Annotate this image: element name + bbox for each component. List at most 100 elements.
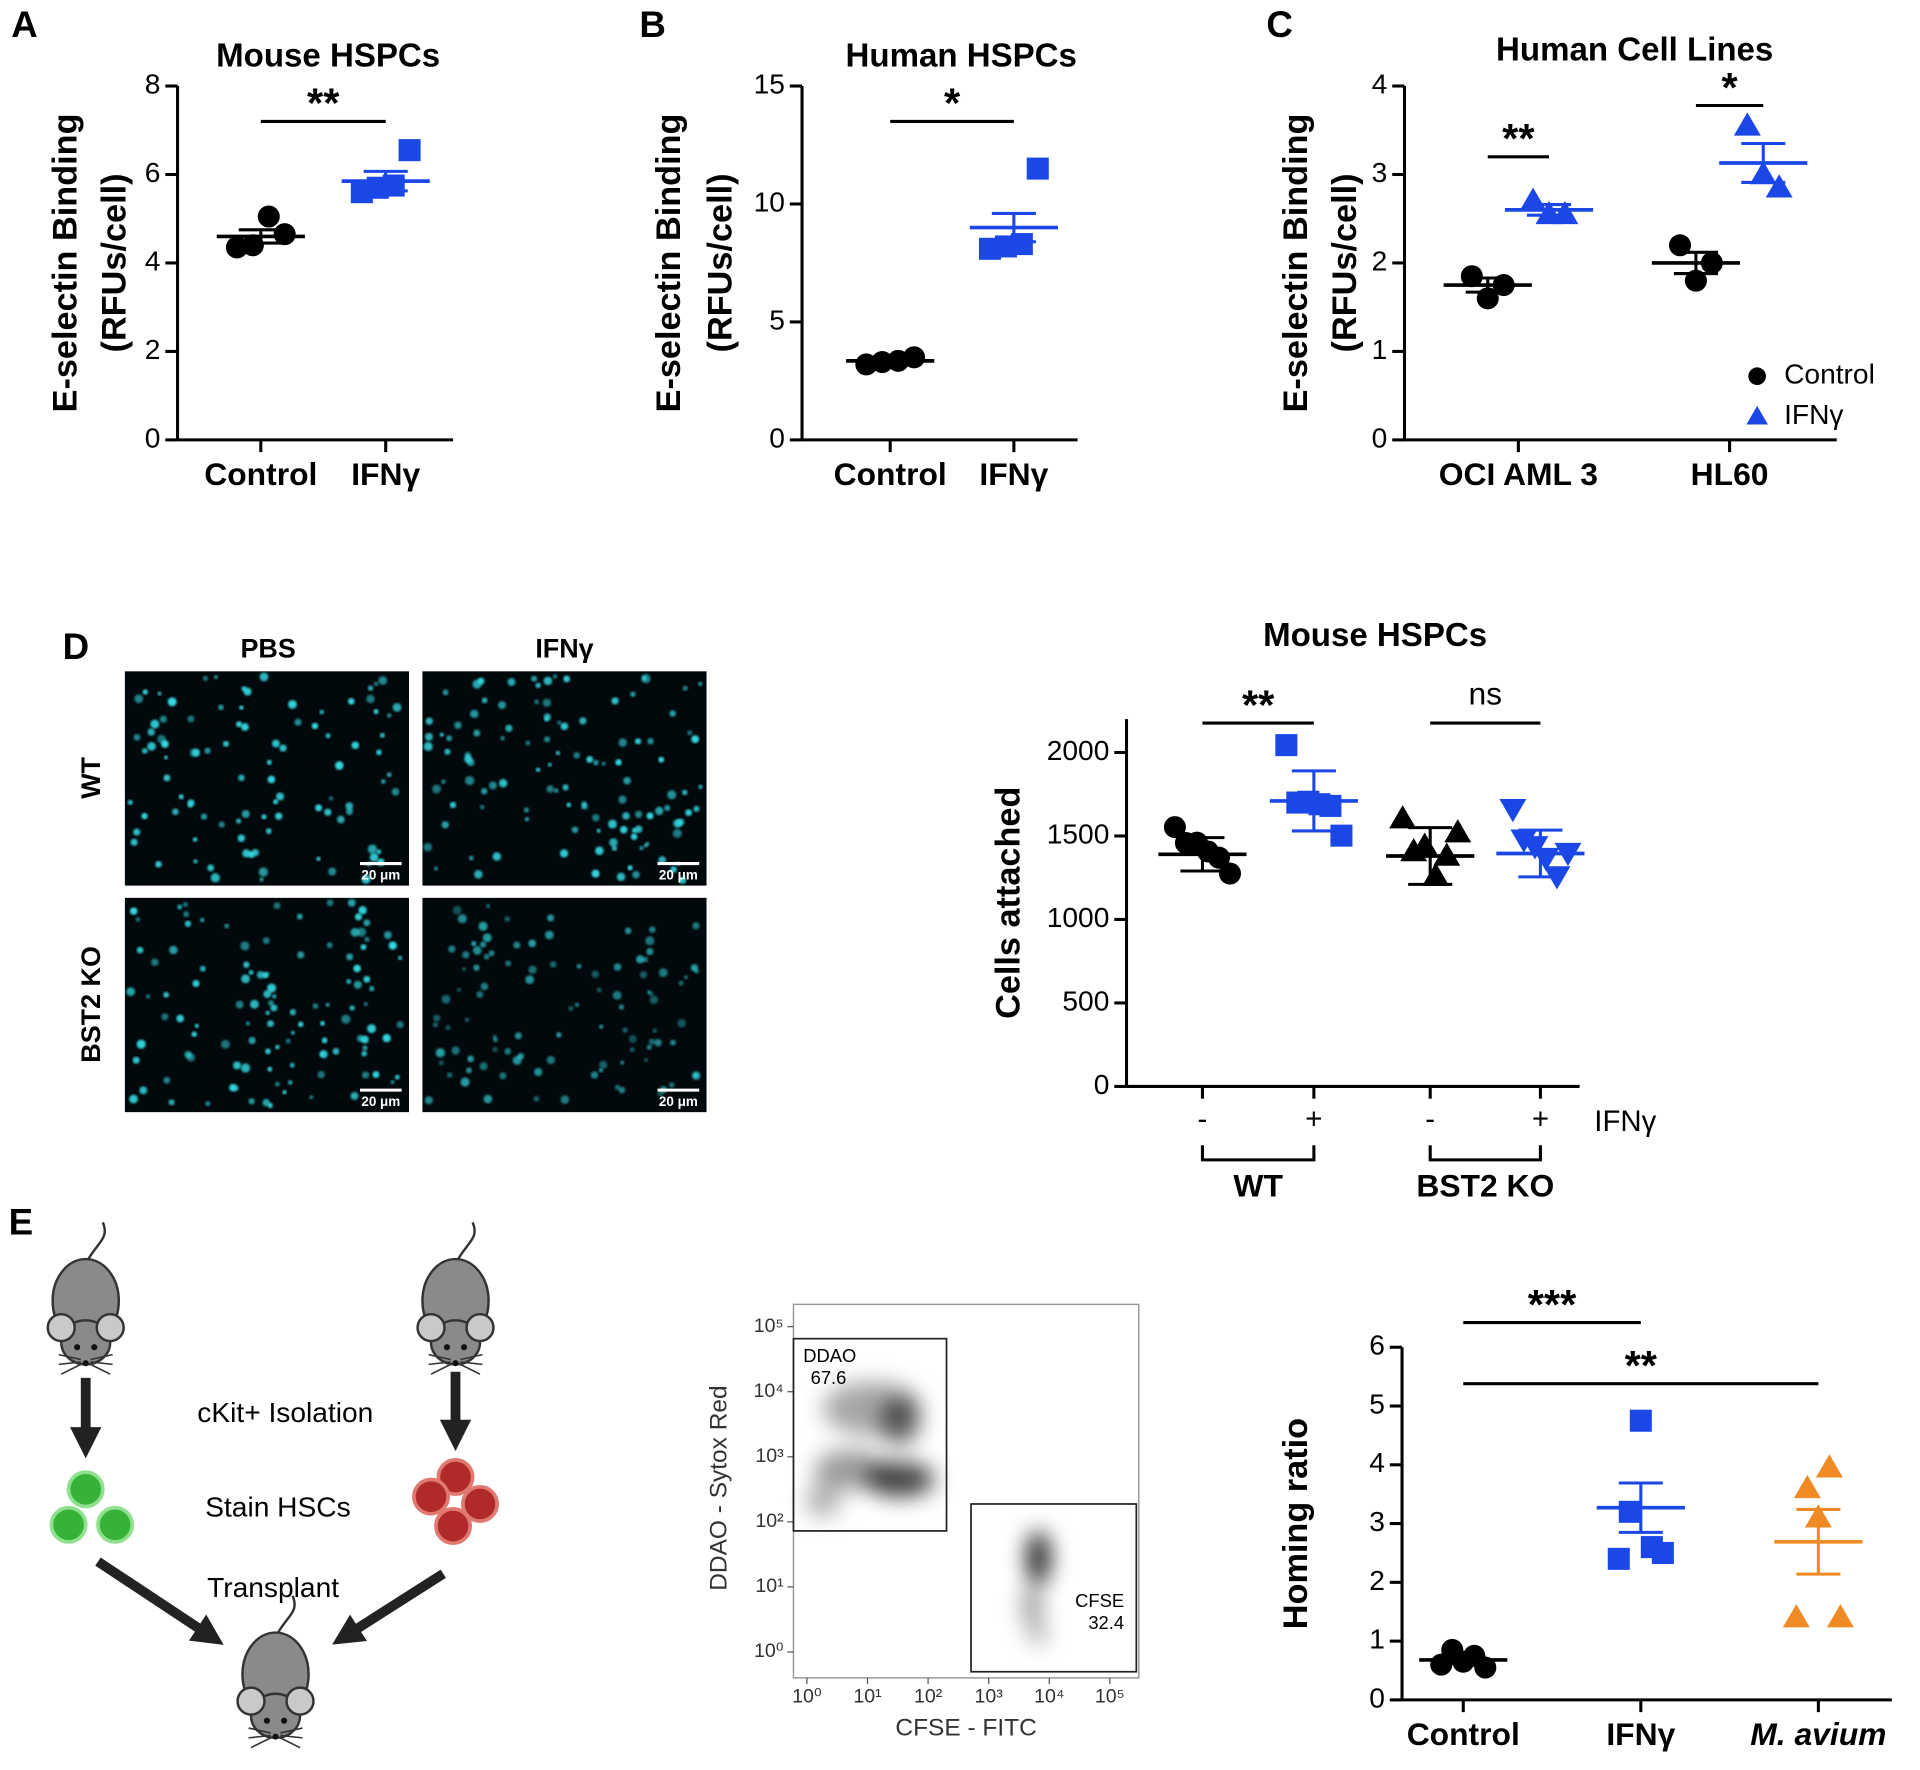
- cell-dot: [240, 941, 250, 951]
- y-tick-label: 6: [145, 157, 161, 188]
- cell-dot: [609, 838, 618, 847]
- cell-dot: [133, 828, 141, 836]
- y-tick-label: 6: [1369, 1330, 1385, 1361]
- cell-dot: [319, 1050, 328, 1059]
- cell-dot: [361, 1071, 370, 1079]
- cell-dot: [325, 733, 331, 739]
- micrograph: 20 μm: [124, 897, 409, 1113]
- cell-dot: [321, 1037, 328, 1044]
- cell-dot: [641, 675, 647, 681]
- cell-dot: [483, 953, 490, 960]
- cell-dot: [360, 944, 367, 951]
- cell-dot: [187, 799, 195, 807]
- point: [1389, 805, 1417, 829]
- gate: [792, 1337, 948, 1532]
- significance-label: **: [307, 80, 340, 127]
- cell-dot: [639, 845, 644, 851]
- error-bar: [1741, 141, 1786, 184]
- y-tick-label: 0: [1094, 1069, 1110, 1100]
- cell-dot: [482, 933, 492, 943]
- cell-dot: [192, 837, 198, 842]
- cell-dot: [448, 945, 456, 953]
- cell-dot: [192, 979, 200, 988]
- cell-dot: [287, 1080, 293, 1085]
- cell-dot: [354, 913, 363, 921]
- cell-dot: [275, 812, 283, 820]
- cell-dot: [630, 691, 636, 697]
- cell-dot: [326, 899, 334, 907]
- cell-dot: [454, 721, 462, 729]
- cell-dot: [424, 732, 433, 741]
- point: [1607, 1547, 1630, 1570]
- cell-dot: [590, 1071, 599, 1079]
- cell-dot: [328, 867, 337, 876]
- gate: [970, 1503, 1138, 1673]
- cell-dot: [622, 1027, 628, 1033]
- cell-dot: [595, 846, 604, 856]
- cell-dot: [199, 965, 206, 972]
- cell-dot: [468, 855, 474, 861]
- x-tick-label: WT: [1233, 1167, 1283, 1203]
- cell-dot: [547, 914, 555, 922]
- cell-dot: [492, 1046, 498, 1053]
- cell-dot: [218, 821, 225, 828]
- cell-dot: [528, 965, 537, 974]
- flow-blobs: [805, 1381, 1051, 1645]
- cell-dot: [542, 698, 552, 707]
- cell-dot: [678, 876, 687, 884]
- cell-dot: [311, 722, 319, 730]
- group-label: -: [1425, 1102, 1435, 1135]
- cell-dot: [353, 964, 361, 973]
- cell-dot: [319, 709, 325, 715]
- cell-dot: [239, 705, 244, 710]
- cell-dot: [462, 967, 467, 972]
- cell-dot: [433, 866, 439, 871]
- significance-label: ***: [1528, 1281, 1577, 1328]
- cell-dot: [544, 717, 549, 722]
- cell-dot: [449, 801, 457, 809]
- cell-dot: [664, 804, 671, 811]
- cell-dot: [275, 1044, 280, 1050]
- cell-dot: [151, 958, 159, 967]
- cell-dot: [528, 939, 537, 948]
- cell-dot: [544, 930, 554, 940]
- cell-dot: [290, 1030, 295, 1035]
- cell-dot: [248, 1098, 255, 1105]
- cell-dot: [346, 979, 352, 985]
- y-axis-label: E-selectin Binding: [46, 114, 84, 413]
- cell-dot: [619, 825, 628, 834]
- cell-dot: [576, 963, 582, 969]
- cell-dot: [566, 802, 572, 808]
- cell-dot: [571, 826, 579, 834]
- cell-dot: [362, 1045, 368, 1051]
- cell-dot: [218, 704, 224, 711]
- error-bar: [1526, 203, 1572, 217]
- point: [1422, 862, 1450, 886]
- cell-dot: [523, 807, 530, 813]
- cell-dot: [161, 740, 169, 748]
- cell-dot: [265, 1048, 271, 1055]
- error-bar: [363, 169, 408, 193]
- cell-dot: [273, 902, 281, 910]
- cell-dot: [493, 1037, 498, 1043]
- point: [1629, 1409, 1652, 1432]
- cell-dot: [178, 794, 184, 800]
- cell-dot: [279, 744, 287, 752]
- cell-dot: [591, 813, 600, 822]
- cell-dot: [346, 953, 354, 961]
- cell-dot: [654, 1038, 662, 1047]
- y-axis-label: (RFUs/cell): [95, 173, 133, 352]
- cell-dot: [432, 784, 442, 794]
- row-label: WT: [76, 756, 106, 798]
- error-bar: [1291, 769, 1336, 833]
- cell-dot: [262, 1098, 270, 1107]
- cell-dot: [262, 937, 270, 945]
- cell-dot: [147, 741, 156, 751]
- point: [1765, 174, 1793, 198]
- cell-dot: [467, 1055, 475, 1063]
- cell-dot: [210, 873, 220, 883]
- cell-dot: [525, 975, 535, 985]
- cell-dot: [242, 849, 251, 858]
- cell-dot: [693, 1073, 699, 1078]
- cell-dot: [390, 1079, 395, 1085]
